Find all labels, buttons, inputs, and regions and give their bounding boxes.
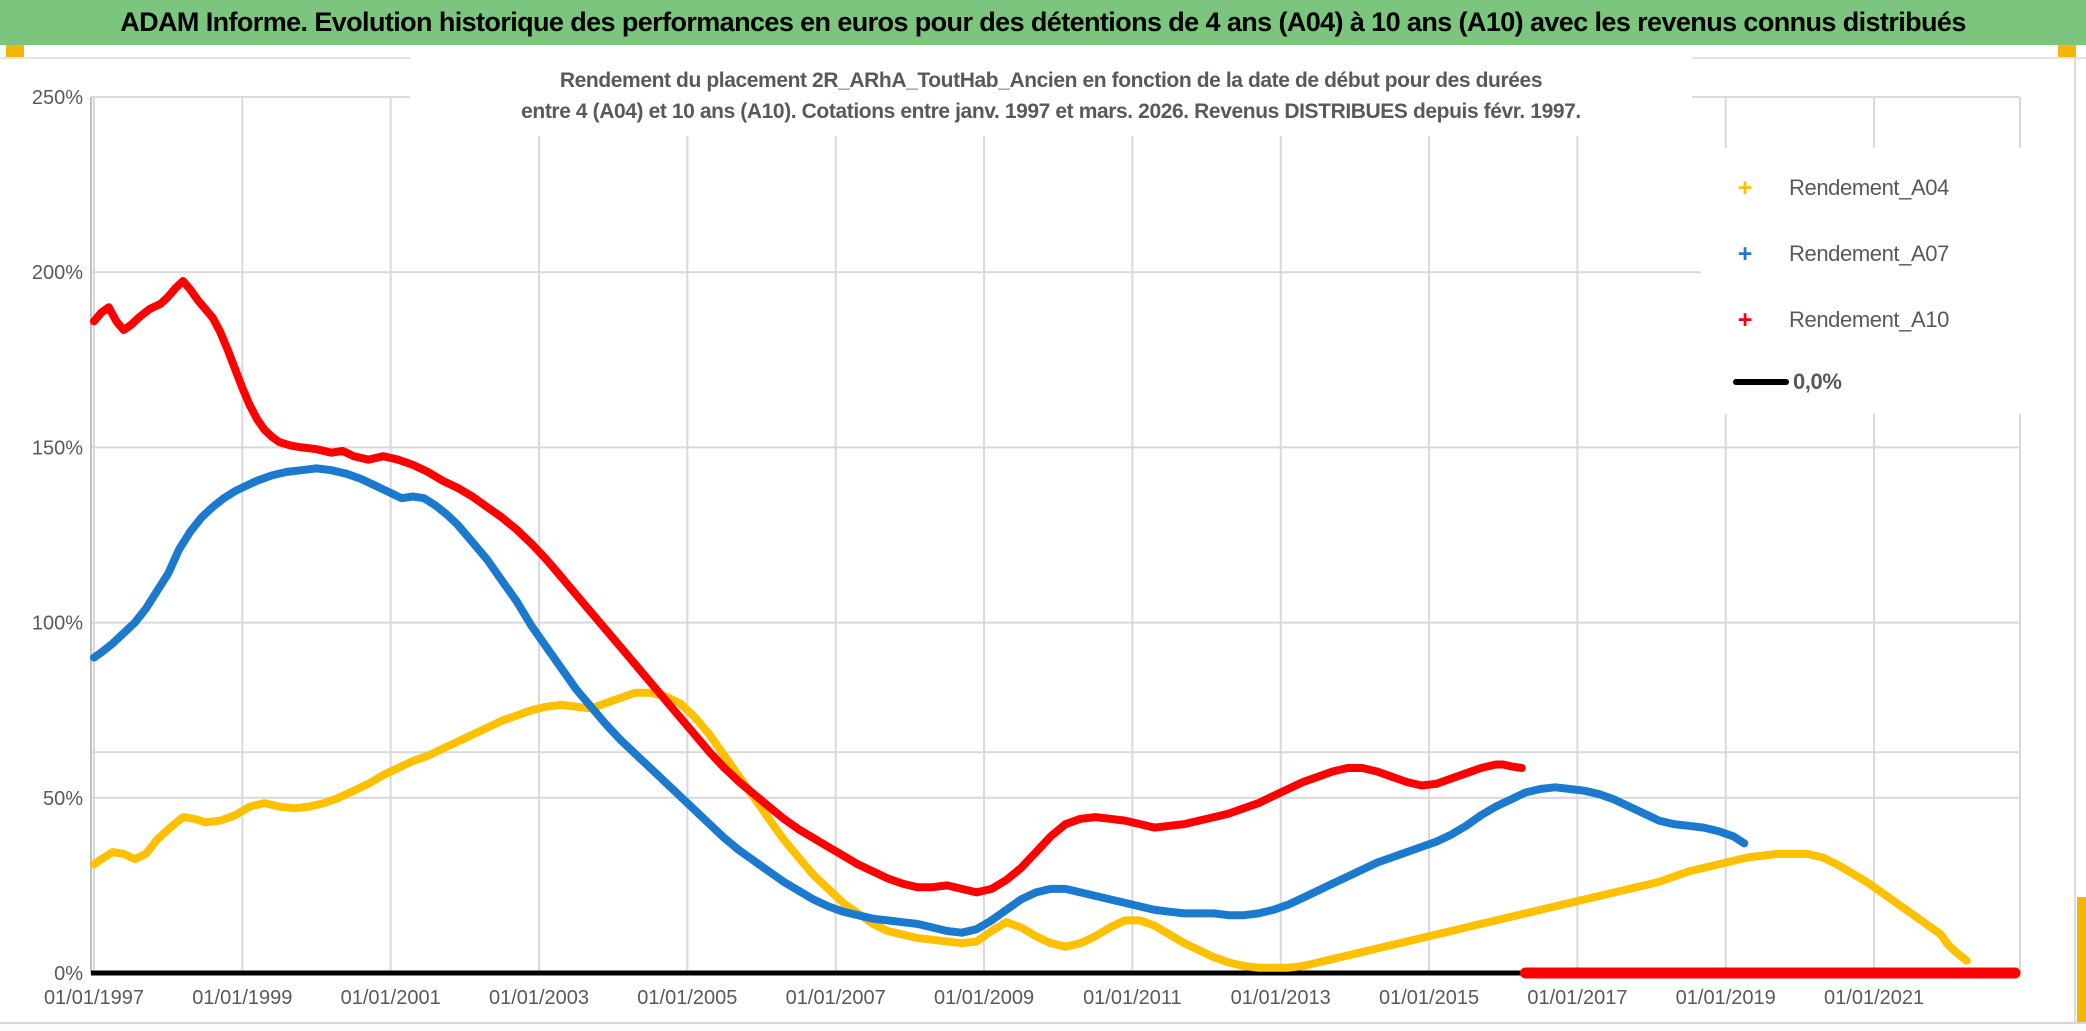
x-tick-label-2021: 01/01/2021 xyxy=(1824,987,1924,1009)
chart-legend: + Rendement_A04 + Rendement_A07 + Rendem… xyxy=(1701,148,2073,414)
y-tick-label-250%: 250% xyxy=(32,87,83,109)
x-tick-label-2019: 01/01/2019 xyxy=(1676,987,1776,1009)
series-line-rendement_a10 xyxy=(90,277,1526,897)
legend-item-rendement-a04[interactable]: + Rendement_A04 xyxy=(1701,162,2073,214)
x-tick-label-2011: 01/01/2011 xyxy=(1083,987,1182,1009)
y-tick-label-200%: 200% xyxy=(32,262,83,284)
window-footer-strip xyxy=(0,1024,2086,1031)
y-tick-label-50%: 50% xyxy=(43,788,83,810)
x-tick-label-2009: 01/01/2009 xyxy=(934,987,1034,1009)
legend-item-rendement-a07[interactable]: + Rendement_A07 xyxy=(1701,228,2073,280)
right-accent-square xyxy=(2058,45,2076,57)
x-tick-label-2007: 01/01/2007 xyxy=(786,987,886,1009)
x-tick-label-2013: 01/01/2013 xyxy=(1231,987,1331,1009)
plus-marker-icon-a07: + xyxy=(1737,239,1753,268)
y-tick-label-100%: 100% xyxy=(32,613,83,635)
right-accent-strip xyxy=(2077,897,2086,1023)
series-line-rendement_a04 xyxy=(90,688,1971,972)
x-tick-label-2003: 01/01/2003 xyxy=(489,987,589,1009)
window-title: ADAM Informe. Evolution historique des p… xyxy=(120,7,1966,37)
x-tick-label-1999: 01/01/1999 xyxy=(192,987,292,1009)
chart-area-border-right xyxy=(2074,57,2076,1023)
chart-area-border-bottom xyxy=(0,1022,2086,1024)
window-header-bar: ADAM Informe. Evolution historique des p… xyxy=(0,0,2086,45)
series-line-rendement_a07 xyxy=(90,464,1749,937)
plus-marker-icon-a10: + xyxy=(1737,305,1753,334)
chart-title-box: Rendement du placement 2R_ARhA_ToutHab_A… xyxy=(410,56,1692,136)
plus-marker-icon-a04: + xyxy=(1737,173,1753,202)
legend-label-a10: Rendement_A10 xyxy=(1789,307,1949,332)
legend-label-a07: Rendement_A07 xyxy=(1789,241,1949,266)
x-tick-label-2015: 01/01/2015 xyxy=(1379,987,1479,1009)
legend-item-zero-line[interactable]: 0,0% xyxy=(1701,360,2073,404)
left-accent-square xyxy=(6,45,24,57)
legend-item-rendement-a10[interactable]: + Rendement_A10 xyxy=(1701,294,2073,346)
zero-line-swatch-icon xyxy=(1733,379,1789,385)
y-tick-label-0%: 0% xyxy=(54,963,83,985)
x-tick-label-2001: 01/01/2001 xyxy=(341,987,441,1009)
y-tick-label-150%: 150% xyxy=(32,437,83,459)
x-tick-label-2017: 01/01/2017 xyxy=(1527,987,1627,1009)
legend-label-zero: 0,0% xyxy=(1793,369,1842,394)
chart-title-line1: Rendement du placement 2R_ARhA_ToutHab_A… xyxy=(559,69,1543,92)
chart-title-line2: entre 4 (A04) et 10 ans (A10). Cotations… xyxy=(521,100,1581,123)
x-tick-label-2005: 01/01/2005 xyxy=(637,987,737,1009)
legend-label-a04: Rendement_A04 xyxy=(1789,175,1949,200)
x-tick-label-1997: 01/01/1997 xyxy=(44,987,144,1009)
